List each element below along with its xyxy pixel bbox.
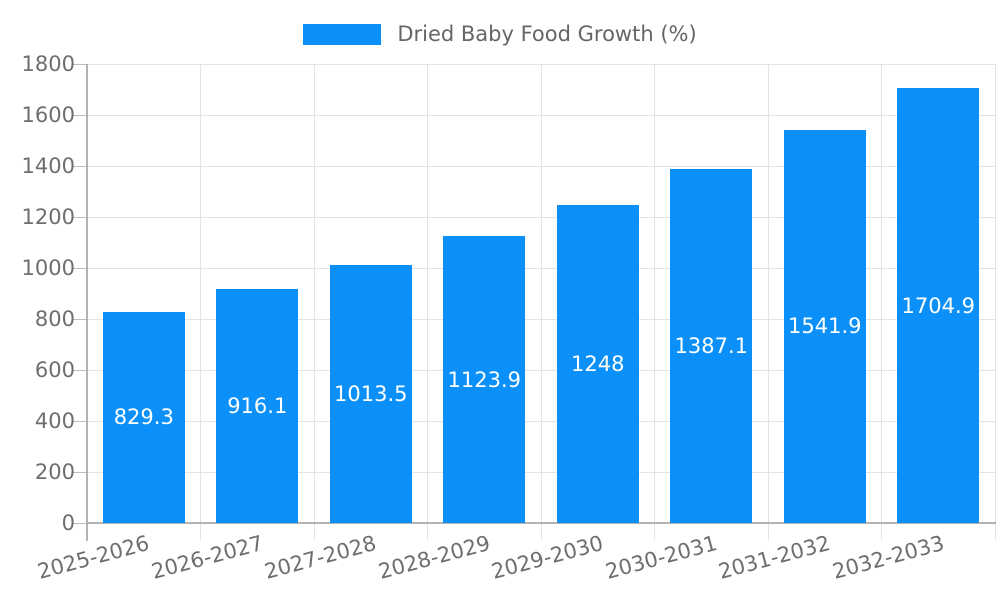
bar-value-label: 916.1 [227, 394, 288, 419]
bar-value-label: 1123.9 [447, 367, 521, 392]
y-axis-tick-label: 1200 [21, 205, 75, 229]
y-axis-tick [73, 522, 87, 524]
bar-value-label: 1248 [571, 351, 625, 376]
x-axis-tick-label: 2027-2028 [262, 531, 379, 584]
bar-value-label: 1013.5 [334, 381, 408, 406]
bar-2032-2033[interactable] [897, 88, 980, 523]
bar-value-label: 1704.9 [901, 293, 975, 318]
bar-2026-2027[interactable] [216, 289, 299, 523]
y-axis-tick [73, 471, 87, 473]
y-axis-tick [73, 369, 87, 371]
x-axis-tick-label: 2032-2033 [829, 531, 947, 584]
y-axis-tick [73, 420, 87, 422]
x-axis-tick-label: 2025-2026 [35, 531, 152, 584]
y-axis-tick-label: 1600 [21, 103, 75, 127]
x-axis-line [86, 522, 996, 524]
x-axis-tick-label: 2028-2029 [375, 531, 493, 584]
legend-swatch [303, 23, 382, 45]
y-axis-tick-label: 1000 [21, 256, 75, 280]
bar-2027-2028[interactable] [329, 264, 412, 523]
y-axis-tick-label: 0 [61, 511, 75, 535]
bar-2031-2032[interactable] [783, 129, 866, 523]
y-axis-tick [73, 114, 87, 116]
bar-2029-2030[interactable] [556, 204, 639, 523]
y-axis-tick [73, 216, 87, 218]
x-gridline [654, 64, 655, 540]
y-axis-tick-label: 600 [34, 358, 75, 382]
y-axis-tick [73, 165, 87, 167]
x-gridline [881, 64, 882, 540]
y-axis-tick [73, 63, 87, 65]
x-axis-tick-label: 2029-2030 [489, 531, 606, 584]
x-gridline [994, 64, 996, 540]
x-axis-tick-label: 2026-2027 [148, 531, 266, 584]
y-axis-tick-label: 1400 [21, 154, 75, 178]
x-gridline [200, 64, 201, 540]
y-axis-tick-label: 200 [34, 460, 75, 484]
y-axis-tick [73, 318, 87, 320]
y-axis-tick [73, 267, 87, 269]
x-gridline [313, 64, 315, 540]
y-axis-tick-label: 400 [34, 409, 75, 433]
bar-2025-2026[interactable] [102, 311, 185, 523]
bar-value-label: 1541.9 [788, 314, 862, 339]
x-gridline [767, 64, 769, 540]
legend-label: Dried Baby Food Growth (%) [397, 22, 697, 46]
bar-value-label: 829.3 [113, 405, 174, 430]
x-axis-tick-label: 2031-2032 [716, 531, 833, 584]
x-gridline [540, 64, 542, 540]
bar-2028-2029[interactable] [443, 236, 526, 523]
x-axis-tick-label: 2030-2031 [602, 531, 720, 584]
y-axis-line [86, 64, 88, 541]
bar-value-label: 1387.1 [674, 334, 748, 359]
y-axis-tick-label: 1800 [21, 52, 75, 76]
bar-2030-2031[interactable] [670, 169, 753, 523]
x-gridline [427, 64, 428, 540]
chart-legend[interactable]: Dried Baby Food Growth (%) [0, 23, 1000, 45]
y-axis-tick-label: 800 [34, 307, 75, 331]
